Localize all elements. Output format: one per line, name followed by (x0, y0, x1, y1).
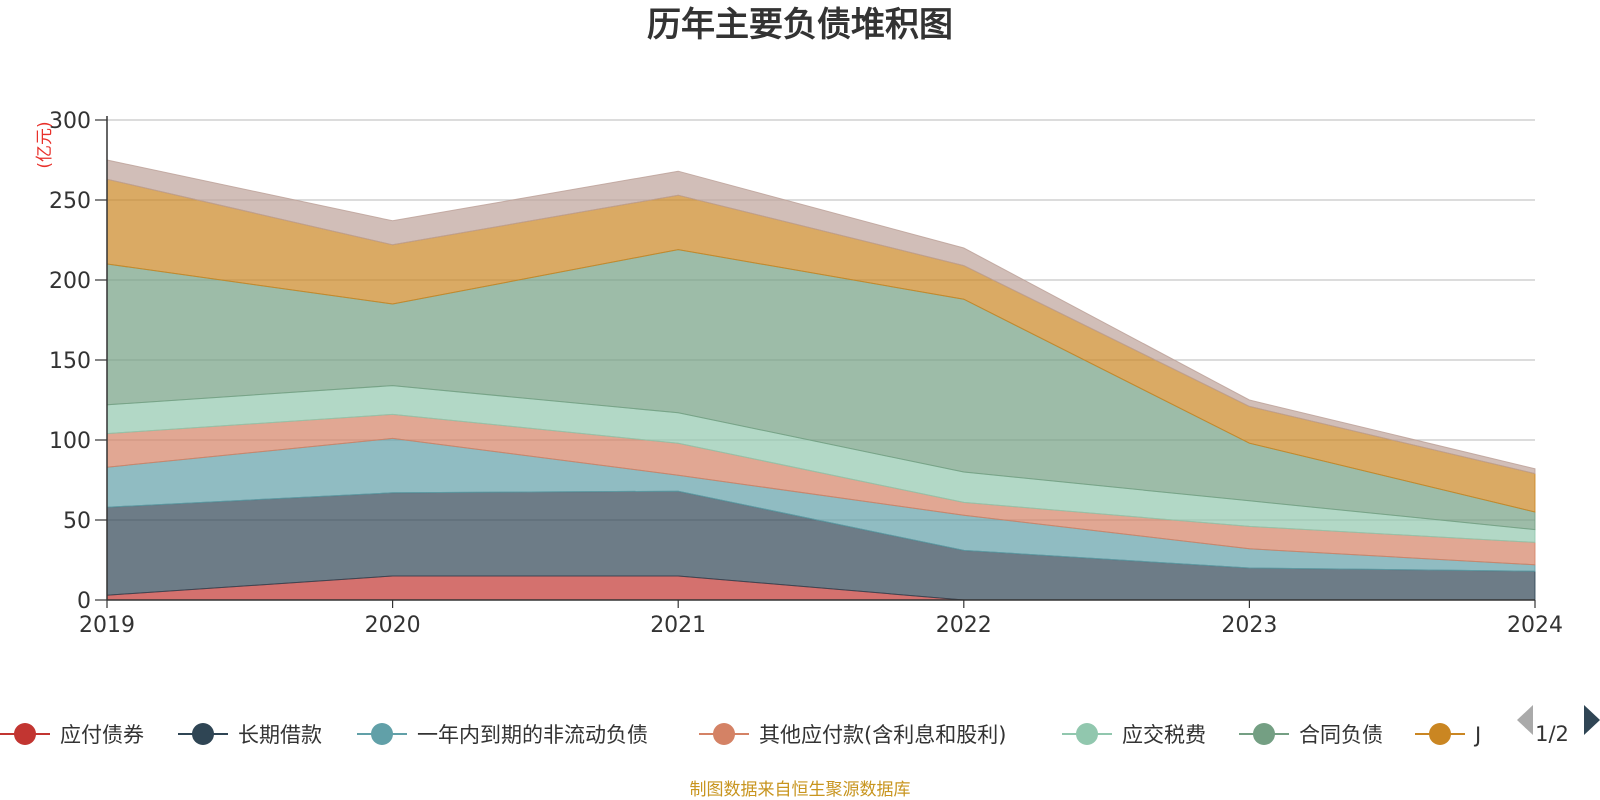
legend-marker-icon (192, 723, 214, 745)
legend-label: 应付债券 (60, 723, 144, 747)
x-tick-label: 2019 (79, 613, 135, 638)
legend-label: 应交税费 (1122, 723, 1206, 747)
legend-marker-icon (14, 723, 36, 745)
axes: 0 50 100 150 200 250 300 2019 2020 2021 2022 2023 20… (49, 109, 1563, 638)
legend-label: 长期借款 (238, 723, 322, 747)
y-tick-label: 0 (77, 589, 91, 614)
x-tick-label: 2023 (1221, 613, 1277, 638)
legend-label: J (1473, 723, 1481, 747)
y-tick-label: 200 (49, 269, 91, 294)
y-tick-label: 50 (63, 509, 91, 534)
legend-item[interactable]: 其他应付款(含利息和股利) (699, 723, 1006, 747)
legend-item[interactable]: 应付债券 (0, 723, 144, 747)
legend-marker-icon (1429, 723, 1451, 745)
legend-item[interactable]: 应交税费 (1062, 723, 1206, 747)
legend-item[interactable]: 一年内到期的非流动负债 (357, 723, 648, 747)
legend[interactable]: 应付债券 长期借款 一年内到期的非流动负债 其他应付款(含利息和股利) 应交税费 合同负债… (0, 723, 1481, 747)
legend-item[interactable]: 合同负债 (1239, 723, 1383, 747)
legend-marker-icon (371, 723, 393, 745)
y-axis-unit-label: (亿元) (35, 121, 55, 168)
legend-item[interactable]: 长期借款 (178, 723, 322, 747)
x-tick-label: 2021 (650, 613, 706, 638)
area-series (106, 159, 1536, 601)
x-tick-label: 2020 (365, 613, 421, 638)
data-source-note: 制图数据来自恒生聚源数据库 (690, 780, 911, 800)
y-tick-label: 100 (49, 429, 91, 454)
legend-marker-icon (1076, 723, 1098, 745)
chart-title: 历年主要负债堆积图 (647, 5, 953, 45)
y-tick-label: 300 (49, 109, 91, 134)
legend-marker-icon (713, 723, 735, 745)
legend-prev-icon[interactable] (1517, 705, 1533, 735)
legend-label: 其他应付款(含利息和股利) (759, 723, 1006, 747)
area-series-7 (106, 159, 1536, 475)
legend-label: 一年内到期的非流动负债 (417, 723, 648, 747)
x-tick-label: 2024 (1507, 613, 1563, 638)
y-tick-label: 150 (49, 349, 91, 374)
legend-page-indicator: 1/2 (1535, 722, 1569, 746)
y-tick-label: 250 (49, 189, 91, 214)
legend-pager[interactable]: 1/2 (1517, 705, 1600, 746)
x-tick-label: 2022 (936, 613, 992, 638)
legend-label: 合同负债 (1299, 723, 1383, 747)
legend-marker-icon (1253, 723, 1275, 745)
legend-next-icon[interactable] (1584, 705, 1600, 735)
legend-item[interactable]: J (1415, 723, 1481, 747)
